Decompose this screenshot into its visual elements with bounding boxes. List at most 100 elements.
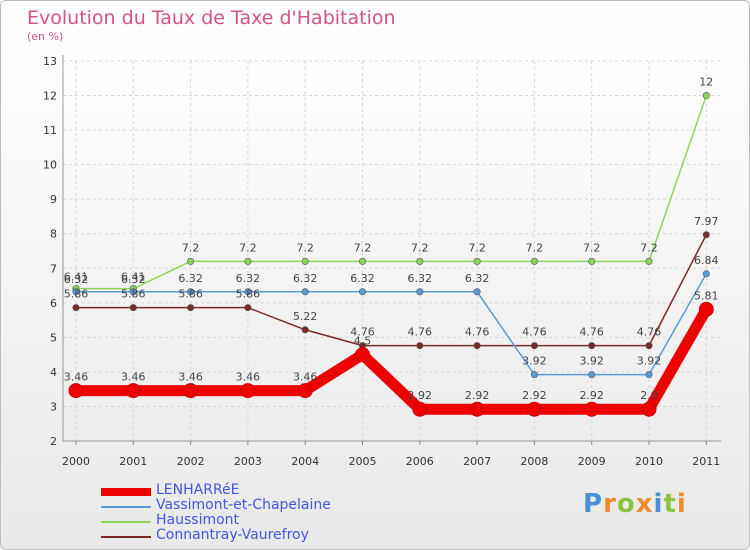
data-label: 7.2: [640, 241, 658, 254]
data-point: [301, 288, 309, 296]
data-point: [412, 401, 428, 417]
data-label: 5.81: [694, 289, 719, 302]
data-label: 3.46: [236, 371, 261, 384]
series-group: [68, 92, 714, 417]
y-tick-label: 3: [50, 400, 57, 413]
data-label: 2.92: [408, 389, 433, 402]
data-label: 5.86: [178, 288, 203, 301]
data-label: 7.2: [182, 241, 200, 254]
data-label: 7.2: [411, 241, 429, 254]
data-point: [416, 288, 424, 296]
data-point: [187, 257, 195, 265]
data-point: [645, 371, 653, 379]
x-tick-label: 2007: [463, 455, 491, 468]
data-point: [244, 304, 252, 312]
logo-letter: P: [583, 489, 604, 519]
x-tick-label: 2008: [520, 455, 548, 468]
data-point: [530, 371, 538, 379]
legend-label: LENHARRéE: [156, 482, 240, 498]
series-line-1: [75, 273, 708, 376]
data-label: 3.46: [64, 371, 89, 384]
data-point: [588, 257, 596, 265]
data-label: 5.86: [236, 288, 261, 301]
logo-letter: o: [616, 489, 636, 519]
data-label: 6.32: [408, 272, 433, 285]
data-label: 6.32: [293, 272, 318, 285]
data-point: [68, 383, 84, 399]
data-label: 5.86: [64, 288, 89, 301]
y-tick-label: 5: [50, 331, 57, 344]
data-point: [702, 231, 710, 239]
logo-letter: r: [603, 489, 617, 519]
logo-letter: i: [653, 489, 664, 519]
data-label: 3.46: [178, 371, 203, 384]
data-label: 12: [699, 76, 713, 89]
data-point: [129, 288, 137, 296]
data-point: [187, 288, 195, 296]
x-tick-label: 2004: [291, 455, 319, 468]
data-label: 5.86: [121, 288, 146, 301]
y-axis-unit: (en %): [27, 30, 64, 43]
data-label: 4.76: [408, 326, 433, 339]
data-label: 3.46: [293, 371, 318, 384]
x-tick-label: 2001: [119, 455, 147, 468]
x-tick-label: 2011: [692, 455, 720, 468]
data-label: 6.41: [121, 271, 146, 284]
y-tick-label: 9: [50, 193, 57, 206]
data-point: [72, 288, 80, 296]
data-point: [588, 371, 596, 379]
data-point: [358, 288, 366, 296]
data-label: 4.76: [350, 326, 375, 339]
data-label: 3.92: [522, 355, 547, 368]
data-label: 2.9: [640, 389, 658, 402]
data-label: 7.2: [468, 241, 486, 254]
chart-title: Evolution du Taux de Taxe d'Habitation: [27, 7, 396, 29]
data-label: 3.92: [579, 355, 604, 368]
legend-label: Connantray-Vaurefroy: [156, 527, 309, 543]
data-point: [530, 342, 538, 350]
data-label: 4.76: [579, 326, 604, 339]
data-label: 6.32: [178, 272, 203, 285]
data-point: [129, 304, 137, 312]
data-point: [297, 383, 313, 399]
x-tick-label: 2000: [62, 455, 90, 468]
data-label: 6.41: [64, 271, 89, 284]
series-line-2: [75, 94, 708, 290]
data-label: 4.76: [522, 326, 547, 339]
data-label: 7.2: [239, 241, 257, 254]
data-point: [588, 342, 596, 350]
data-label: 6.32: [64, 273, 89, 286]
data-point: [416, 257, 424, 265]
logo-letter: x: [635, 489, 654, 519]
x-tick-label: 2003: [234, 455, 262, 468]
data-point: [473, 342, 481, 350]
y-tick-label: 6: [50, 297, 57, 310]
legend-swatch: [101, 536, 151, 538]
x-tick-label: 2006: [406, 455, 434, 468]
data-point: [641, 401, 657, 417]
data-point: [645, 342, 653, 350]
data-label: 2.92: [579, 389, 604, 402]
proxiti-logo: Proxiti: [583, 489, 687, 519]
data-label: 7.2: [526, 241, 544, 254]
data-point: [702, 92, 710, 100]
series-line-3: [75, 234, 708, 347]
data-label: 2.92: [522, 389, 547, 402]
data-point: [469, 401, 485, 417]
data-point: [358, 257, 366, 265]
data-label: 6.32: [465, 272, 490, 285]
x-tick-label: 2002: [177, 455, 205, 468]
data-label: 4.76: [637, 326, 662, 339]
y-tick-label: 4: [50, 366, 57, 379]
legend-label: Haussimont: [156, 512, 240, 528]
data-point: [244, 257, 252, 265]
y-tick-label: 8: [50, 228, 57, 241]
legend-swatch: [101, 488, 151, 496]
y-tick-label: 7: [50, 262, 57, 275]
data-label: 7.97: [694, 215, 719, 228]
data-point: [187, 304, 195, 312]
data-point: [473, 288, 481, 296]
data-label: 7.2: [354, 241, 372, 254]
